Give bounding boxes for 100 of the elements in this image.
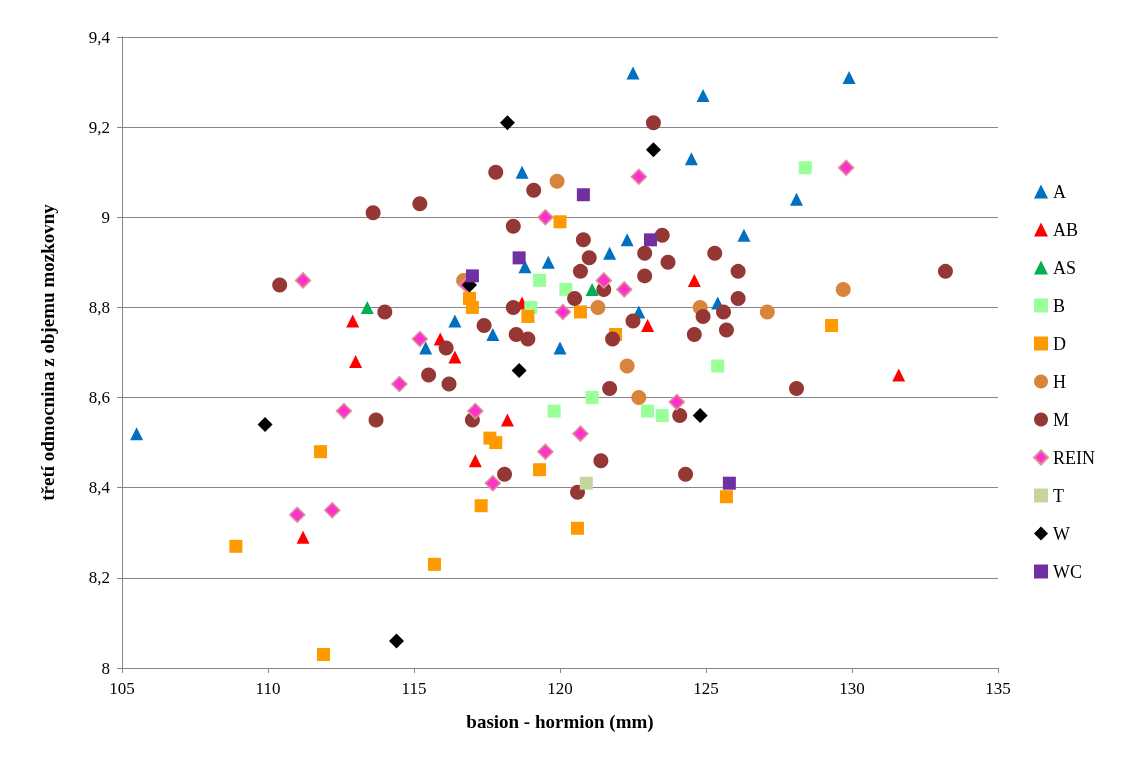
point xyxy=(323,502,341,519)
point xyxy=(541,255,555,269)
point xyxy=(419,341,433,355)
point xyxy=(603,246,617,260)
x-tick-label: 135 xyxy=(985,679,1011,698)
point xyxy=(602,381,618,397)
point xyxy=(581,250,597,266)
point xyxy=(570,484,586,500)
point xyxy=(672,408,688,424)
point xyxy=(630,168,648,185)
legend-label: REIN xyxy=(1053,447,1096,468)
point xyxy=(294,272,312,289)
point xyxy=(229,539,243,553)
point xyxy=(448,314,462,328)
point xyxy=(526,182,542,198)
point xyxy=(533,463,547,477)
point xyxy=(619,358,635,374)
point xyxy=(641,404,655,418)
y-tick-label: 9,2 xyxy=(88,117,110,137)
point xyxy=(296,530,310,544)
point xyxy=(559,282,573,296)
point xyxy=(533,273,547,287)
x-tick-label: 115 xyxy=(401,679,427,698)
point xyxy=(696,89,710,103)
point xyxy=(484,474,502,492)
point xyxy=(427,557,441,571)
point xyxy=(937,263,953,279)
point xyxy=(707,245,723,261)
y-tick-label: 8,2 xyxy=(88,568,110,588)
point xyxy=(687,273,701,287)
point xyxy=(668,393,686,411)
point xyxy=(316,647,330,661)
legend-label: B xyxy=(1053,295,1066,316)
point xyxy=(645,142,661,158)
point xyxy=(892,368,906,382)
point xyxy=(637,268,653,284)
point xyxy=(722,476,736,490)
point xyxy=(842,71,856,85)
point xyxy=(537,209,554,226)
point xyxy=(790,192,804,206)
legend-label: M xyxy=(1053,409,1070,430)
point xyxy=(695,308,711,324)
point xyxy=(500,413,514,427)
point xyxy=(335,402,353,420)
point xyxy=(349,355,363,369)
point xyxy=(412,196,428,212)
point xyxy=(576,188,590,202)
point xyxy=(360,300,374,314)
point xyxy=(585,282,599,296)
point xyxy=(641,318,655,332)
point xyxy=(573,305,587,319)
point xyxy=(499,115,515,131)
point xyxy=(365,205,381,221)
point xyxy=(549,173,565,189)
point xyxy=(572,263,588,279)
x-tick-label: 110 xyxy=(255,679,281,698)
point xyxy=(314,445,328,459)
point xyxy=(626,66,640,80)
y-tick-label: 8 xyxy=(101,658,110,678)
point xyxy=(465,269,479,283)
point xyxy=(537,443,554,460)
point xyxy=(625,313,641,329)
point xyxy=(692,408,708,424)
point xyxy=(835,281,851,297)
point xyxy=(759,304,775,320)
point xyxy=(595,272,613,289)
legend-label: AB xyxy=(1053,219,1079,240)
point xyxy=(520,331,536,347)
y-tick-label: 8,6 xyxy=(88,388,110,408)
point xyxy=(511,363,527,379)
x-tick-label: 125 xyxy=(693,679,719,698)
point xyxy=(644,233,658,247)
point xyxy=(388,633,404,649)
point xyxy=(645,115,661,131)
y-tick-label: 9,4 xyxy=(88,27,111,47)
point xyxy=(272,277,288,293)
point xyxy=(716,304,732,320)
point xyxy=(553,341,567,355)
legend-label: T xyxy=(1053,485,1065,506)
x-tick-label: 105 xyxy=(109,679,135,698)
point xyxy=(488,164,504,180)
point xyxy=(257,417,273,433)
point xyxy=(593,453,609,469)
point xyxy=(718,322,734,338)
legend-label: W xyxy=(1053,523,1071,544)
x-tick-label: 130 xyxy=(839,679,865,698)
point xyxy=(497,466,513,482)
point xyxy=(554,303,572,321)
point xyxy=(468,454,482,468)
point xyxy=(575,232,591,248)
legend-label: AS xyxy=(1053,257,1077,278)
point xyxy=(368,412,384,428)
point xyxy=(686,326,702,342)
point xyxy=(465,300,479,314)
point xyxy=(448,350,462,364)
point xyxy=(441,376,457,392)
legend-label: WC xyxy=(1053,561,1083,582)
point xyxy=(505,299,521,315)
point xyxy=(737,228,751,242)
point xyxy=(521,309,535,323)
